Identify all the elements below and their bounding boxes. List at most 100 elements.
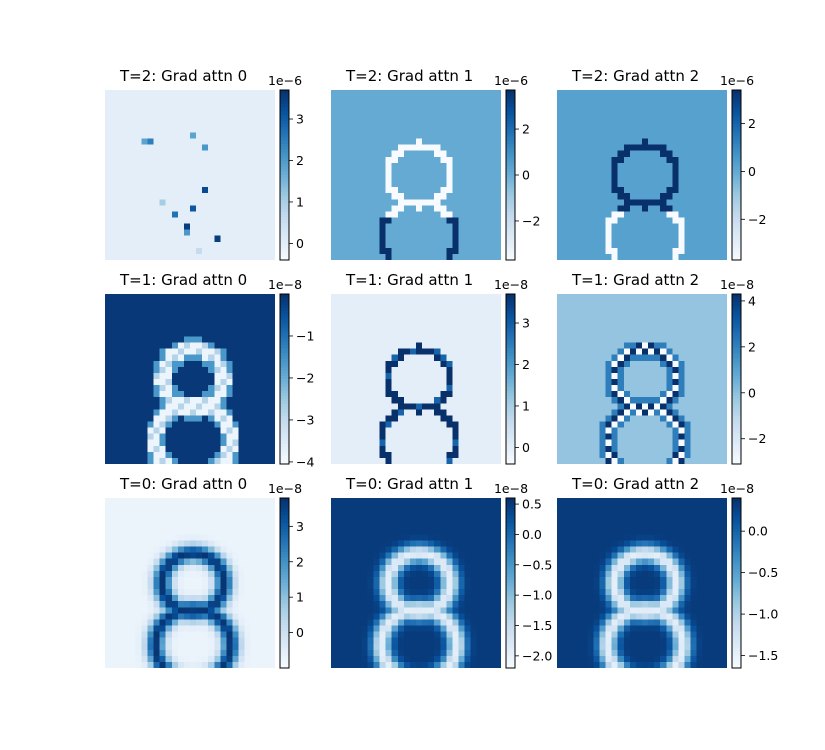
heatmap-cell	[403, 451, 411, 459]
heatmap-cell	[575, 211, 582, 218]
heatmap-cell	[379, 162, 386, 170]
colorbar-segment	[280, 362, 289, 366]
heatmap-cell	[177, 397, 185, 404]
heatmap-cell	[331, 102, 338, 109]
heatmap-cell	[642, 187, 649, 194]
heatmap-cell	[343, 318, 350, 325]
heatmap-cell	[494, 457, 502, 465]
heatmap-cell	[196, 108, 203, 115]
heatmap-cell	[428, 181, 435, 188]
heatmap-cell	[397, 318, 405, 325]
heatmap-cell	[494, 360, 502, 368]
heatmap-cell	[654, 156, 661, 164]
heatmap-cell	[708, 126, 716, 133]
heatmap-cell	[666, 211, 673, 218]
colorbar-offset-text: 1e−8	[494, 277, 528, 292]
heatmap-cell	[672, 144, 679, 151]
heatmap-cell	[563, 229, 570, 236]
heatmap-cell	[226, 168, 233, 176]
heatmap-cell	[678, 433, 685, 440]
heatmap-cell	[391, 223, 398, 230]
heatmap-cell	[202, 397, 209, 404]
heatmap-cell	[599, 372, 606, 380]
heatmap-cell	[355, 193, 362, 200]
heatmap-cell	[684, 168, 691, 176]
heatmap-cell	[557, 397, 564, 404]
heatmap-cell	[397, 421, 405, 428]
heatmap-cell	[464, 187, 471, 194]
heatmap-cell	[599, 156, 606, 164]
heatmap-cell	[696, 223, 703, 230]
heatmap-cell	[331, 300, 338, 307]
heatmap-cell	[464, 253, 471, 261]
heatmap-cell	[214, 397, 221, 404]
heatmap-cell	[177, 150, 185, 157]
heatmap-cell	[605, 330, 612, 337]
heatmap-cell	[202, 330, 209, 337]
heatmap-cell	[494, 397, 502, 404]
heatmap-cell	[623, 199, 631, 206]
heatmap-cell	[129, 187, 136, 194]
heatmap-cell	[654, 217, 661, 224]
heatmap-cell	[153, 120, 160, 127]
heatmap-cell	[379, 90, 386, 97]
heatmap-cell	[171, 379, 179, 386]
heatmap-cell	[135, 324, 142, 331]
heatmap-cell	[428, 205, 435, 212]
heatmap-cell	[349, 379, 356, 386]
heatmap-cell	[452, 300, 459, 307]
heatmap-cell	[648, 294, 655, 301]
heatmap-cell	[446, 451, 453, 459]
heatmap-cell	[494, 348, 502, 355]
heatmap-cell	[476, 90, 483, 97]
heatmap-cell	[117, 397, 124, 404]
heatmap-cell	[629, 156, 637, 164]
heatmap-cell	[403, 211, 411, 218]
colorbar	[505, 89, 516, 261]
heatmap-cell	[262, 360, 270, 368]
heatmap-cell	[331, 193, 338, 200]
heatmap-cell	[714, 144, 722, 151]
heatmap-cell	[696, 235, 703, 242]
heatmap-cell	[470, 114, 477, 121]
heatmap-cell	[569, 108, 576, 115]
heatmap-cell	[605, 415, 612, 422]
heatmap-cell	[244, 253, 251, 261]
heatmap-cell	[268, 451, 276, 459]
heatmap-cell	[581, 241, 588, 249]
heatmap-cell	[196, 150, 203, 157]
heatmap-cell	[488, 403, 496, 410]
heatmap-cell	[196, 300, 203, 307]
heatmap-cell	[470, 312, 477, 319]
heatmap-cell	[642, 150, 649, 157]
heatmap-cell	[452, 445, 459, 453]
heatmap-cell	[391, 114, 398, 121]
heatmap-cell	[635, 187, 643, 194]
heatmap-cell	[165, 391, 172, 398]
heatmap-cell	[720, 403, 728, 410]
heatmap-cell	[714, 247, 722, 255]
heatmap-cell	[397, 300, 405, 307]
heatmap-cell	[666, 318, 673, 325]
heatmap-cell	[452, 102, 459, 109]
heatmap-cell	[569, 241, 576, 249]
heatmap-cell	[452, 409, 459, 416]
heatmap-cell	[494, 439, 502, 446]
heatmap-cell	[702, 150, 709, 157]
heatmap-cell	[111, 199, 118, 206]
heatmap-cell	[391, 193, 398, 200]
heatmap-cell	[367, 342, 374, 349]
heatmap-cell	[611, 445, 618, 453]
heatmap-cell	[343, 120, 350, 127]
colorbar-frame	[731, 89, 742, 261]
heatmap-cell	[379, 300, 386, 307]
colorbar-segment	[506, 129, 515, 133]
heatmap-cell	[660, 300, 667, 307]
heatmap-cell	[569, 144, 576, 151]
heatmap-cell	[153, 156, 160, 164]
heatmap-cell	[690, 306, 697, 313]
heatmap-cell	[123, 144, 130, 151]
heatmap-cell	[434, 445, 441, 453]
heatmap-cell	[629, 168, 637, 176]
heatmap-cell	[635, 300, 643, 307]
